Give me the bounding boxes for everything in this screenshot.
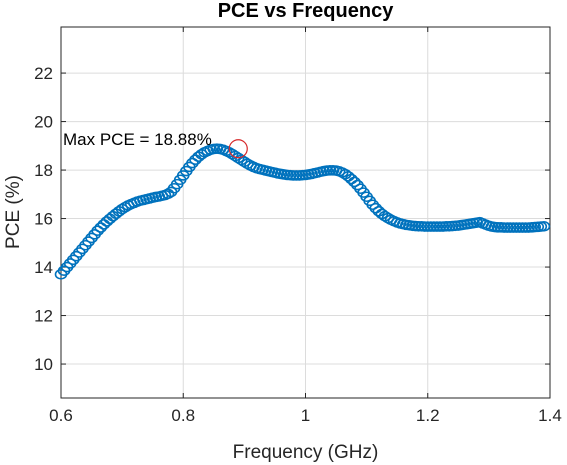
y-axis-label: PCE (%) xyxy=(3,175,24,249)
x-tick-label: 1.2 xyxy=(416,406,440,425)
data-series xyxy=(54,143,551,280)
y-tick-label: 18 xyxy=(34,161,53,180)
max-pce-annotation: Max PCE = 18.88% xyxy=(63,130,212,149)
x-tick-label: 1 xyxy=(301,406,310,425)
data-point xyxy=(91,225,104,236)
y-tick-label: 16 xyxy=(34,210,53,229)
data-point xyxy=(345,173,358,185)
max-point-circle xyxy=(228,139,248,159)
x-tick-label: 0.8 xyxy=(171,406,195,425)
chart-title: PCE vs Frequency xyxy=(218,0,395,22)
y-tick-label: 12 xyxy=(34,307,53,326)
x-tick-label: 1.4 xyxy=(538,406,562,425)
data-point xyxy=(94,222,108,233)
y-tick-label: 22 xyxy=(34,64,53,83)
data-point xyxy=(537,221,551,232)
max-highlight xyxy=(228,139,248,159)
y-tick-label: 20 xyxy=(34,113,53,132)
axis-ticks: 0.6 0.8 1 1.2 1.4 10 12 14 16 18 20 22 xyxy=(34,27,562,425)
y-tick-label: 14 xyxy=(34,258,53,277)
x-axis-label: Frequency (GHz) xyxy=(233,442,379,463)
data-point xyxy=(348,176,361,188)
y-tick-label: 10 xyxy=(34,355,53,374)
x-tick-label: 0.6 xyxy=(49,406,73,425)
data-point xyxy=(241,158,254,170)
